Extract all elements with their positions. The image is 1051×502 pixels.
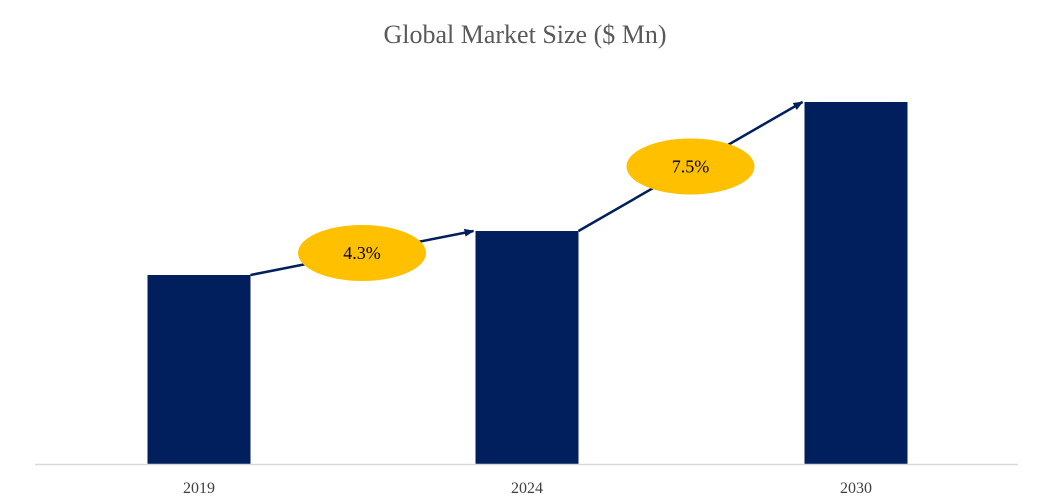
x-tick-label: 2024 [511, 480, 543, 497]
cagr-label: 4.3% [343, 243, 381, 263]
x-tick-label: 2019 [183, 480, 215, 497]
bar-2024 [475, 231, 579, 464]
cagr-badge [298, 225, 426, 281]
cagr-annotations: 4.3% 7.5% [298, 138, 755, 281]
bar-2030 [804, 102, 908, 464]
cagr-badge [626, 138, 755, 195]
bar-2019 [147, 275, 251, 464]
bars-group [147, 102, 908, 464]
x-tick-label: 2030 [840, 480, 872, 497]
x-tick-labels: 2019 2024 2030 [183, 480, 872, 497]
cagr-label: 7.5% [672, 157, 710, 177]
chart-title: Global Market Size ($ Mn) [383, 20, 666, 49]
